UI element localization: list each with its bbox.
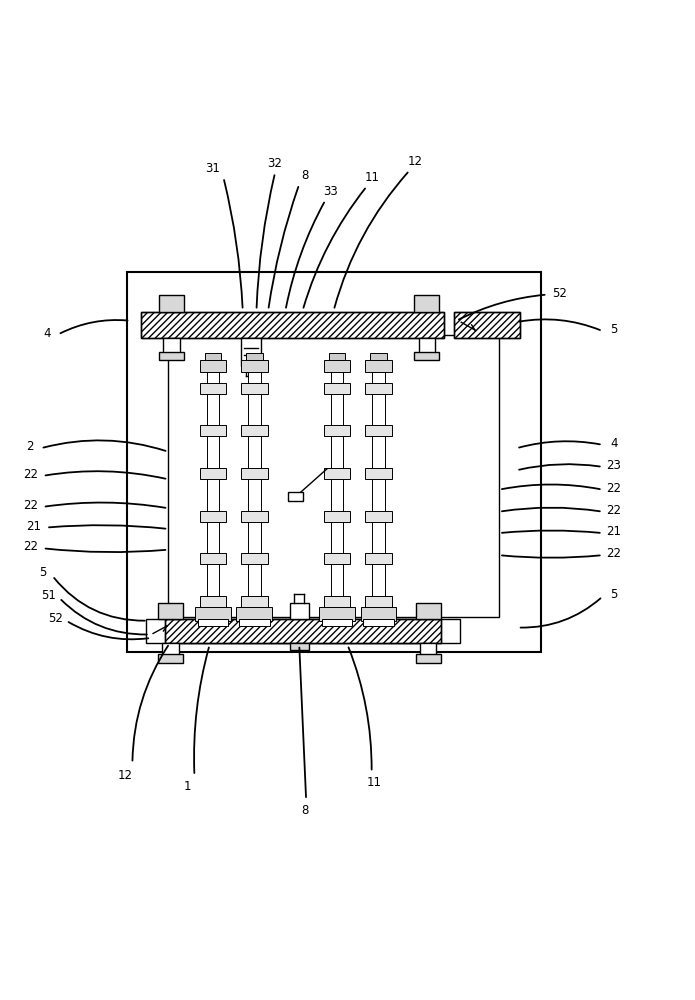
Bar — [324, 425, 350, 436]
Bar — [200, 360, 226, 372]
Bar — [288, 492, 303, 501]
Bar — [246, 353, 263, 360]
Bar — [290, 643, 309, 650]
Bar — [241, 596, 268, 607]
Bar — [159, 352, 184, 360]
Bar — [370, 353, 387, 360]
Bar — [200, 425, 226, 436]
Bar — [324, 383, 350, 394]
Bar — [195, 607, 231, 621]
Text: 1: 1 — [183, 780, 191, 793]
Bar — [319, 607, 355, 621]
Text: 22: 22 — [606, 547, 621, 560]
Text: 12: 12 — [407, 155, 423, 168]
Text: 8: 8 — [301, 804, 309, 817]
Bar — [241, 468, 268, 479]
Text: 12: 12 — [118, 769, 133, 782]
Bar — [236, 607, 272, 621]
Bar — [200, 596, 226, 607]
Bar — [205, 353, 221, 360]
Text: 2: 2 — [26, 440, 34, 453]
Text: 22: 22 — [606, 504, 621, 517]
Bar — [241, 425, 268, 436]
Bar — [140, 312, 444, 338]
Bar — [324, 468, 350, 479]
Bar — [366, 468, 391, 479]
Text: 31: 31 — [206, 162, 220, 175]
Bar — [159, 295, 184, 312]
Bar — [366, 360, 391, 372]
Bar — [140, 312, 444, 338]
Text: 21: 21 — [26, 520, 41, 533]
Bar — [158, 654, 183, 663]
Bar — [241, 511, 268, 522]
Text: 51: 51 — [41, 589, 56, 602]
Bar — [241, 360, 268, 372]
Bar — [366, 383, 391, 394]
Text: 5: 5 — [610, 323, 617, 336]
Bar — [241, 383, 268, 394]
Text: 5: 5 — [610, 588, 617, 601]
Bar — [165, 619, 441, 643]
Text: 33: 33 — [324, 185, 338, 198]
Bar — [366, 553, 391, 564]
Bar — [361, 607, 396, 621]
Bar — [324, 553, 350, 564]
Bar — [200, 553, 226, 564]
Bar — [414, 295, 439, 312]
Bar — [373, 372, 385, 607]
Text: 22: 22 — [606, 482, 621, 495]
Bar — [239, 619, 270, 626]
Text: 23: 23 — [606, 459, 621, 472]
Text: 22: 22 — [23, 499, 38, 512]
Bar — [363, 619, 393, 626]
Bar — [324, 360, 350, 372]
Bar — [322, 619, 352, 626]
Text: 4: 4 — [44, 327, 51, 340]
Bar — [366, 425, 391, 436]
Bar — [200, 511, 226, 522]
Text: 21: 21 — [606, 525, 621, 538]
Bar — [158, 603, 183, 619]
Bar — [414, 352, 439, 360]
Bar — [248, 372, 261, 607]
Bar — [290, 603, 309, 619]
Text: 5: 5 — [39, 566, 47, 579]
Text: 52: 52 — [48, 612, 63, 625]
Text: 4: 4 — [610, 437, 617, 450]
Bar — [200, 468, 226, 479]
Bar — [331, 372, 343, 607]
Bar — [163, 338, 180, 353]
Bar — [366, 511, 391, 522]
Bar — [146, 619, 460, 643]
Bar — [165, 619, 441, 643]
Bar — [168, 335, 499, 617]
Bar — [162, 643, 179, 656]
Bar — [416, 603, 441, 619]
Bar — [366, 596, 391, 607]
Bar — [418, 338, 435, 353]
Bar — [200, 383, 226, 394]
Text: 22: 22 — [23, 540, 38, 553]
Bar — [127, 272, 541, 652]
Text: 32: 32 — [268, 157, 283, 170]
Bar — [455, 312, 520, 338]
Bar — [455, 312, 520, 338]
Bar — [416, 654, 441, 663]
Text: 52: 52 — [553, 287, 567, 300]
Bar — [241, 338, 261, 366]
Bar — [420, 643, 436, 656]
Text: 8: 8 — [301, 169, 309, 182]
Text: 22: 22 — [23, 468, 38, 481]
Bar — [324, 596, 350, 607]
Bar — [207, 372, 219, 607]
Bar — [241, 553, 268, 564]
Bar — [198, 619, 228, 626]
Bar — [324, 511, 350, 522]
Text: 11: 11 — [365, 171, 380, 184]
Bar — [329, 353, 345, 360]
Text: 11: 11 — [366, 776, 381, 789]
